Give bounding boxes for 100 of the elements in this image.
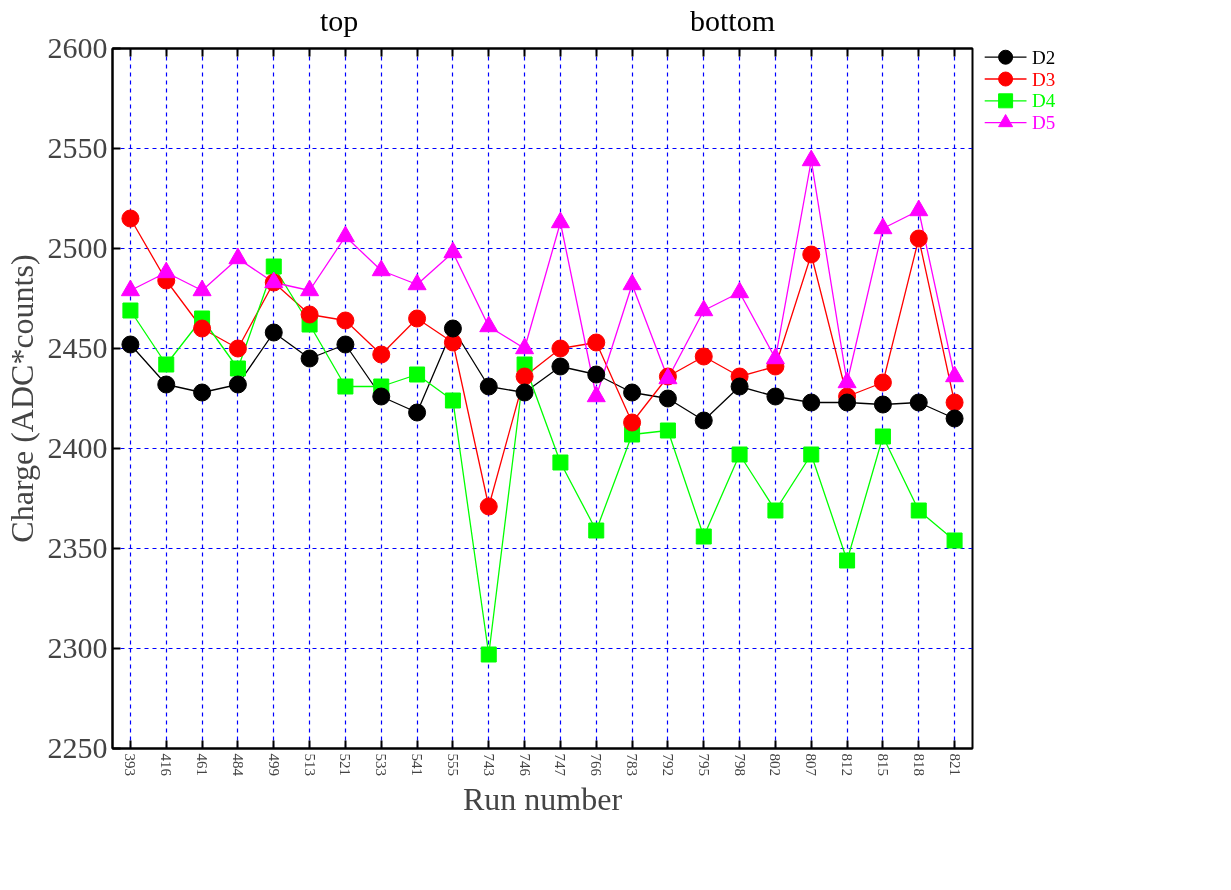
point: [408, 403, 427, 422]
point: [444, 392, 461, 409]
point: [623, 413, 642, 432]
point: [552, 454, 569, 471]
x-tick-label: 461: [194, 753, 211, 776]
point: [802, 245, 821, 264]
point: [731, 446, 748, 463]
point: [193, 319, 212, 338]
y-axis-title: Charge (ADC*counts): [3, 254, 40, 543]
x-tick-label: 393: [122, 753, 139, 776]
x-tick-label: 746: [516, 753, 533, 777]
x-tick-label: 521: [337, 753, 354, 776]
x-tick-label: 541: [409, 753, 426, 776]
x-tick-label: 766: [588, 753, 605, 777]
x-tick-label: 818: [910, 753, 927, 776]
point: [480, 646, 497, 663]
point: [300, 305, 319, 324]
point: [551, 339, 570, 358]
x-tick-label: 798: [731, 753, 748, 776]
point: [873, 373, 892, 392]
point: [767, 502, 784, 519]
point: [946, 532, 963, 549]
x-tick-label: 821: [946, 753, 963, 776]
point: [694, 347, 713, 366]
point: [409, 366, 426, 383]
point: [372, 345, 391, 364]
point: [694, 411, 713, 430]
x-tick-label: 747: [552, 753, 569, 777]
text: bottom: [690, 3, 776, 39]
legend-label: D4: [1032, 90, 1056, 112]
y-tick-label: 2500: [47, 231, 108, 264]
x-tick-label: 812: [839, 753, 856, 776]
x-tick-label: 807: [803, 753, 820, 777]
point: [658, 389, 677, 408]
x-tick-label: 555: [444, 753, 461, 776]
point: [695, 528, 712, 545]
text: top: [320, 3, 359, 39]
point: [228, 375, 247, 394]
point: [551, 357, 570, 376]
x-tick-label: 802: [767, 753, 784, 776]
y-tick-label: 2300: [47, 631, 108, 664]
point: [730, 377, 749, 396]
point: [336, 311, 355, 330]
point: [910, 502, 927, 519]
x-tick-label: 499: [265, 753, 282, 776]
point: [587, 333, 606, 352]
legend-label: D3: [1032, 68, 1056, 90]
point: [909, 393, 928, 412]
point: [479, 497, 498, 516]
point: [623, 383, 642, 402]
point: [479, 377, 498, 396]
x-tick-label: 792: [659, 753, 676, 776]
point: [121, 335, 140, 354]
point: [408, 309, 427, 328]
point: [264, 323, 283, 342]
point: [337, 378, 354, 395]
x-tick-label: 783: [624, 753, 641, 776]
point: [228, 339, 247, 358]
point: [336, 335, 355, 354]
y-tick-label: 2250: [47, 731, 108, 764]
point: [802, 393, 821, 412]
x-axis-title: Run number: [462, 781, 623, 817]
point: [803, 446, 820, 463]
point: [838, 393, 857, 412]
point: [588, 522, 605, 539]
y-tick-label: 2400: [47, 431, 108, 464]
x-tick-label: 416: [158, 753, 175, 777]
y-tick-label: 2350: [47, 531, 108, 564]
x-tick-label: 533: [373, 753, 390, 776]
legend-label: D5: [1032, 112, 1056, 134]
x-tick-label: 795: [695, 753, 712, 776]
point: [443, 319, 462, 338]
legend-label: D2: [1032, 46, 1056, 68]
x-tick-label: 513: [301, 753, 318, 776]
point: [945, 393, 964, 412]
point: [229, 360, 246, 377]
x-tick-label: 815: [874, 753, 891, 776]
point: [659, 422, 676, 439]
point: [945, 409, 964, 428]
point: [873, 395, 892, 414]
point: [766, 387, 785, 406]
x-tick-label: 743: [480, 753, 497, 776]
point: [300, 349, 319, 368]
point: [372, 387, 391, 406]
y-tick-label: 2550: [47, 131, 108, 164]
point: [122, 302, 139, 319]
point: [265, 258, 282, 275]
point: [193, 383, 212, 402]
point: [874, 428, 891, 445]
x-tick-label: 484: [229, 753, 246, 777]
y-tick-label: 2450: [47, 331, 108, 364]
point: [158, 356, 175, 373]
point: [839, 552, 856, 569]
y-tick-label: 2600: [47, 31, 108, 64]
point: [909, 229, 928, 248]
point: [157, 375, 176, 394]
point: [587, 365, 606, 384]
point: [121, 209, 140, 228]
point: [515, 383, 534, 402]
point: [515, 367, 534, 386]
